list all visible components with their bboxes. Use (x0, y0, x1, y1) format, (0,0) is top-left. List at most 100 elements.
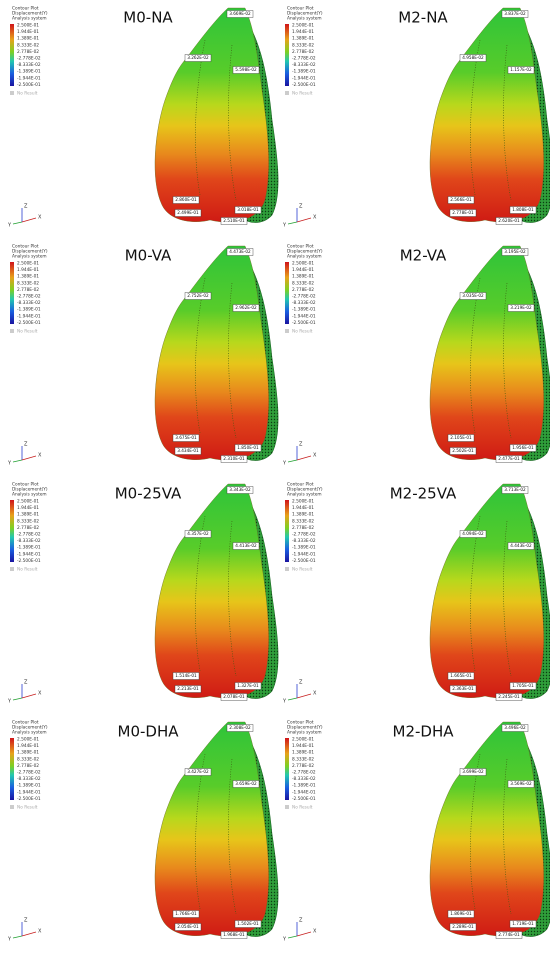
axis-label: Y (282, 937, 287, 943)
value-label: 3.343E-02 (229, 487, 251, 492)
legend-value: -1.389E-01 (292, 69, 316, 75)
legend-value: 1.389E-01 (292, 512, 314, 518)
legend-value: -8.333E-02 (17, 62, 41, 68)
label-box (184, 54, 212, 62)
label-box (447, 910, 475, 918)
label-box (234, 206, 262, 214)
value-label: 3.837E-02 (504, 11, 526, 16)
value-label: 2.363E-01 (452, 686, 474, 691)
panel-title: M2-25VA (390, 485, 457, 503)
value-label: 1.808E-01 (512, 207, 534, 212)
axis-x (296, 217, 312, 223)
tooth (429, 245, 544, 461)
legend-value: -1.944E-01 (17, 75, 41, 81)
legend-header: Contour Plot (287, 6, 314, 12)
axis-y (12, 221, 23, 225)
value-label: 4.357E-02 (187, 531, 209, 536)
legend-value: -2.778E-02 (292, 770, 316, 776)
no-result-box (10, 91, 14, 95)
legend-value: 1.944E-01 (292, 505, 314, 511)
value-label: 3.669E-02 (229, 11, 251, 16)
legend-value: -2.778E-02 (17, 770, 41, 776)
axis-label: Z (24, 204, 28, 210)
tooth (154, 483, 269, 699)
legend-value: -2.500E-01 (17, 796, 41, 802)
value-label: 3.035E-02 (462, 293, 484, 298)
value-label: 1.327E-01 (237, 683, 259, 688)
value-label: 3.699E-02 (462, 769, 484, 774)
value-label: 2.213E-01 (177, 686, 199, 691)
value-label: 2.054E-01 (177, 924, 199, 929)
legend-value: -2.778E-02 (292, 56, 316, 62)
label-box (220, 693, 248, 701)
value-label: 3.434E-01 (177, 448, 199, 453)
legend-value: 1.389E-01 (17, 750, 39, 756)
legend-value: 2.500E-01 (17, 737, 39, 743)
label-box (172, 196, 200, 204)
legend-value: 8.333E-02 (17, 280, 39, 286)
legend-value: 2.500E-01 (292, 23, 314, 29)
axis-label: Y (282, 461, 287, 467)
legend-value: -2.778E-02 (292, 294, 316, 300)
legend-value: 1.944E-01 (292, 743, 314, 749)
legend-header: Displacement(Y) (12, 725, 48, 731)
label-box (226, 724, 254, 732)
legend-header: Contour Plot (287, 244, 314, 250)
legend-value: -2.778E-02 (17, 56, 41, 62)
value-label: 1.869E-01 (450, 911, 472, 916)
legend-value: -1.944E-01 (292, 313, 316, 319)
axis-label: X (38, 215, 42, 221)
tooth (154, 721, 269, 937)
label-box (232, 304, 260, 312)
legend-header: Analysis system (287, 16, 322, 22)
legend-value: -1.389E-01 (17, 545, 41, 551)
label-box (447, 196, 475, 204)
legend-header: Displacement(Y) (12, 487, 48, 493)
legend-value: 2.500E-01 (292, 261, 314, 267)
label-box (495, 455, 523, 463)
axis-label: Y (7, 461, 12, 467)
legend-value: 8.333E-02 (292, 756, 314, 762)
legend-value: -2.500E-01 (292, 796, 316, 802)
value-label: 4.473E-02 (229, 249, 251, 254)
legend-bar (10, 24, 14, 86)
value-label: 2.752E-02 (187, 293, 209, 298)
value-label: 1.665E-01 (450, 673, 472, 678)
legend-header: Analysis system (12, 254, 47, 260)
panel-title: M2-DHA (393, 723, 455, 741)
axis-label: Z (299, 918, 303, 924)
legend-header: Displacement(Y) (12, 11, 48, 17)
value-label: 2.499E-01 (177, 210, 199, 215)
legend-value: 2.500E-01 (17, 23, 39, 29)
legend-bar (285, 500, 289, 562)
label-box (234, 444, 262, 452)
legend-value: -1.944E-01 (17, 551, 41, 557)
legend-value: -1.389E-01 (292, 783, 316, 789)
legend-value: 1.944E-01 (17, 505, 39, 511)
legend-value: 1.944E-01 (17, 29, 39, 35)
legend-value: -2.500E-01 (292, 82, 316, 88)
label-box (501, 10, 529, 18)
panel-title: M0-DHA (118, 723, 180, 741)
tooth (429, 483, 544, 699)
label-box (232, 542, 260, 550)
value-label: 2.620E-01 (498, 218, 520, 223)
no-result-box (285, 805, 289, 809)
label-box (232, 780, 260, 788)
value-label: 4.094E-02 (462, 531, 484, 536)
no-result: No Result (17, 91, 38, 97)
label-box (507, 780, 535, 788)
axis-x (296, 455, 312, 461)
label-box (459, 292, 487, 300)
label-box (234, 920, 262, 928)
legend-value: 1.944E-01 (292, 29, 314, 35)
legend-value: -1.944E-01 (292, 789, 316, 795)
legend-value: -8.333E-02 (17, 538, 41, 544)
axis-label: Z (299, 442, 303, 448)
axis-label: X (38, 929, 42, 935)
label-box (449, 923, 477, 931)
no-result: No Result (292, 329, 313, 335)
panel-title: M2-NA (398, 9, 448, 27)
